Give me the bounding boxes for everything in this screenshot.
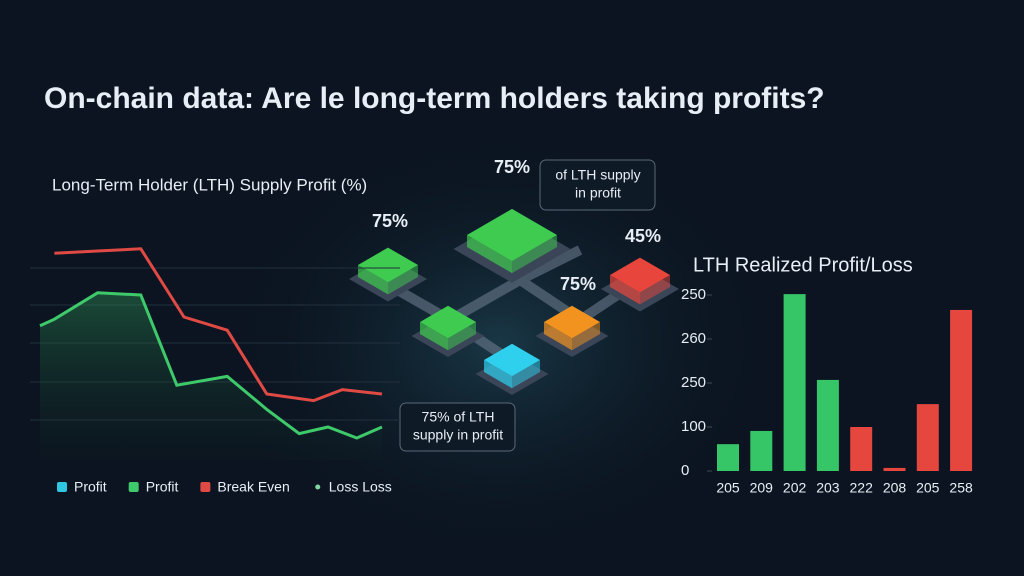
callout-text: in profit <box>575 185 621 201</box>
bar <box>783 294 806 471</box>
bar <box>883 467 906 471</box>
y-tick-label: 260 <box>681 330 706 347</box>
bar <box>717 444 739 471</box>
legend-label: Break Even <box>217 479 289 495</box>
block-side <box>544 322 572 351</box>
illustration-label: 75% <box>372 211 408 231</box>
legend-label: Profit <box>146 479 179 495</box>
x-tick-label: 209 <box>750 480 774 496</box>
legend-swatch <box>57 482 67 492</box>
legend-swatch <box>200 482 211 492</box>
block-top <box>420 305 476 339</box>
x-tick-label: 258 <box>949 480 973 496</box>
x-tick-label: 208 <box>883 480 907 496</box>
block-side <box>640 275 670 305</box>
y-tick-label: 100 <box>681 418 706 435</box>
y-tick-label: 250 <box>681 286 706 303</box>
line <box>39 291 383 440</box>
legend-swatch <box>315 484 321 490</box>
legend-label: Loss Loss <box>329 479 392 495</box>
y-tick-label: 250 <box>681 374 706 391</box>
chart-title: LTH Realized Profit/Loss <box>693 254 913 276</box>
block-side <box>512 235 557 274</box>
illustration-label: 45% <box>625 226 661 246</box>
block-side <box>358 265 388 295</box>
legend-swatch <box>128 482 139 492</box>
block-side <box>484 360 512 389</box>
callout-text: supply in profit <box>413 427 503 443</box>
illustration-label: 75% <box>560 274 596 294</box>
bar <box>816 379 839 471</box>
block-side <box>388 265 418 295</box>
block-side <box>467 235 512 274</box>
callout-box <box>399 402 516 452</box>
x-tick-label: 205 <box>716 480 740 496</box>
chart-title: Long-Term Holder (LTH) Supply Profit (%) <box>52 175 367 194</box>
block-side <box>448 322 476 351</box>
x-tick-label: 205 <box>916 480 940 496</box>
block-top <box>358 247 418 283</box>
block-side <box>420 322 448 351</box>
area <box>40 292 382 460</box>
illustration-label: 75% <box>494 157 530 177</box>
block-top <box>484 343 540 377</box>
line <box>54 247 383 403</box>
page-title: On-chain data: Are le long-term holders … <box>44 82 825 115</box>
block-side <box>512 360 540 389</box>
bar <box>950 309 973 471</box>
bar <box>850 427 873 471</box>
callout-text: 75% of LTH <box>422 409 495 425</box>
callout-box <box>539 159 656 211</box>
x-tick-label: 222 <box>850 480 874 496</box>
y-tick-label: 0 <box>681 462 689 479</box>
callout-text: of LTH supply <box>555 167 640 183</box>
bar <box>916 404 939 471</box>
legend-label: Profit <box>74 479 107 495</box>
block-side <box>610 275 640 305</box>
x-tick-label: 202 <box>783 480 807 496</box>
block-top <box>544 305 600 339</box>
bar <box>750 430 773 471</box>
block-top <box>610 257 670 293</box>
x-tick-label: 203 <box>816 480 840 496</box>
block-side <box>572 322 600 351</box>
block-top <box>467 208 557 262</box>
